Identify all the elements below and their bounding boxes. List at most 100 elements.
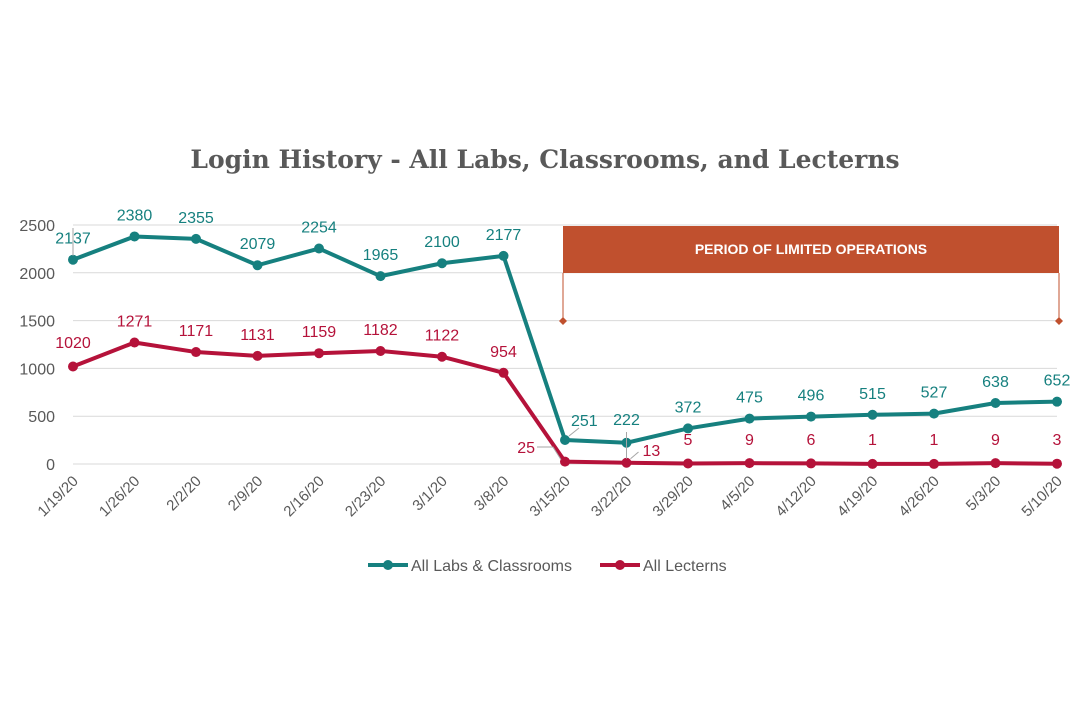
- data-point: [191, 233, 201, 244]
- data-label: 954: [490, 344, 517, 361]
- data-label: 1020: [55, 335, 91, 352]
- data-label: 251: [571, 413, 598, 430]
- annotation-bracket-marker: [1055, 317, 1063, 325]
- legend-label: All Labs & Classrooms: [411, 558, 572, 575]
- data-point: [929, 458, 939, 469]
- data-label: 1131: [240, 327, 275, 344]
- data-point: [252, 350, 263, 361]
- x-tick-label: 3/15/20: [526, 473, 573, 520]
- data-label: 2380: [117, 207, 153, 224]
- y-tick-label: 0: [46, 457, 55, 474]
- data-point: [437, 351, 447, 362]
- data-point: [990, 398, 1001, 409]
- x-tick-label: 3/29/20: [649, 473, 696, 520]
- data-label: 13: [643, 443, 661, 460]
- data-point: [867, 458, 878, 469]
- chart-title: Login History - All Labs, Classrooms, an…: [190, 145, 899, 174]
- data-point: [621, 457, 632, 468]
- annotation-band: [563, 226, 1059, 273]
- data-point: [437, 258, 447, 269]
- data-point: [1052, 458, 1062, 469]
- legend-swatch-marker: [383, 560, 393, 570]
- label-leader-line: [568, 427, 580, 437]
- x-axis: 1/19/20 1/26/20 2/2/20 2/9/20 2/16/20 2/23/20…: [34, 473, 1065, 520]
- data-point: [68, 361, 78, 372]
- data-point: [375, 271, 386, 282]
- data-label: 2177: [486, 227, 522, 244]
- data-label: 9: [991, 432, 1000, 449]
- data-label: 2355: [178, 210, 214, 227]
- label-leader-line: [537, 446, 562, 460]
- data-point: [806, 458, 816, 469]
- annotation-label: PERIOD OF LIMITED OPERATIONS: [695, 241, 927, 257]
- data-label: 1271: [117, 313, 153, 330]
- label-leader-line: [630, 451, 639, 460]
- data-label: 652: [1044, 373, 1071, 390]
- data-point: [314, 348, 324, 359]
- y-tick-label: 2500: [19, 218, 55, 235]
- x-tick-label: 2/16/20: [280, 473, 327, 520]
- data-point: [806, 411, 816, 422]
- x-tick-label: 1/19/20: [34, 473, 81, 520]
- data-point: [867, 409, 878, 420]
- data-point: [744, 458, 755, 469]
- y-tick-label: 1500: [19, 314, 55, 331]
- data-label: 372: [675, 399, 702, 416]
- data-point: [1052, 396, 1062, 407]
- data-point: [129, 231, 140, 242]
- data-label: 1182: [363, 322, 398, 339]
- x-tick-label: 5/3/20: [963, 473, 1005, 515]
- x-tick-label: 2/9/20: [225, 473, 267, 515]
- data-label: 222: [613, 412, 640, 429]
- legend-label: All Lecterns: [643, 558, 727, 575]
- x-tick-label: 2/2/20: [163, 473, 205, 515]
- limited-operations-annotation: PERIOD OF LIMITED OPERATIONS: [559, 226, 1063, 325]
- data-label: 1965: [363, 247, 399, 264]
- data-point: [990, 458, 1001, 469]
- y-tick-label: 2000: [19, 266, 55, 283]
- series: [68, 231, 1062, 469]
- data-label: 1171: [179, 323, 214, 340]
- x-tick-label: 5/10/20: [1018, 473, 1065, 520]
- data-point: [375, 346, 386, 357]
- data-label: 1: [868, 432, 877, 449]
- data-label: 5: [684, 432, 693, 449]
- x-tick-label: 2/23/20: [342, 473, 389, 520]
- data-point: [314, 243, 324, 254]
- annotation-bracket-marker: [559, 317, 567, 325]
- data-label: 527: [921, 385, 948, 402]
- data-label: 1159: [302, 324, 337, 341]
- data-label: 2254: [301, 220, 337, 237]
- y-axis: 0 500 1000 1500 2000 2500: [19, 218, 55, 474]
- data-point: [68, 254, 78, 265]
- data-point: [929, 408, 939, 419]
- y-tick-label: 500: [28, 409, 55, 426]
- data-label: 515: [859, 386, 886, 403]
- y-tick-label: 1000: [19, 361, 55, 378]
- data-point: [498, 367, 509, 378]
- data-point: [744, 413, 755, 424]
- x-tick-label: 1/26/20: [96, 473, 143, 520]
- legend-item-1: All Lecterns: [600, 558, 727, 575]
- x-tick-label: 4/12/20: [772, 473, 819, 520]
- data-label: 2079: [240, 236, 276, 253]
- x-tick-label: 4/26/20: [895, 473, 942, 520]
- data-point: [560, 435, 570, 446]
- x-tick-label: 3/8/20: [471, 473, 513, 515]
- series-line-1: [72, 340, 1058, 466]
- data-label: 1122: [425, 328, 460, 345]
- x-tick-label: 4/19/20: [834, 473, 881, 520]
- x-tick-label: 3/22/20: [588, 473, 635, 520]
- legend-swatch-marker: [615, 560, 625, 570]
- data-label: 9: [745, 432, 754, 449]
- data-label: 6: [807, 432, 816, 449]
- data-label: 496: [798, 388, 825, 405]
- legend-item-0: All Labs & Classrooms: [368, 558, 572, 575]
- x-tick-label: 4/5/20: [717, 473, 759, 515]
- data-point: [129, 337, 140, 348]
- data-label: 638: [982, 374, 1009, 391]
- data-point: [683, 423, 693, 434]
- x-tick-label: 3/1/20: [409, 473, 451, 515]
